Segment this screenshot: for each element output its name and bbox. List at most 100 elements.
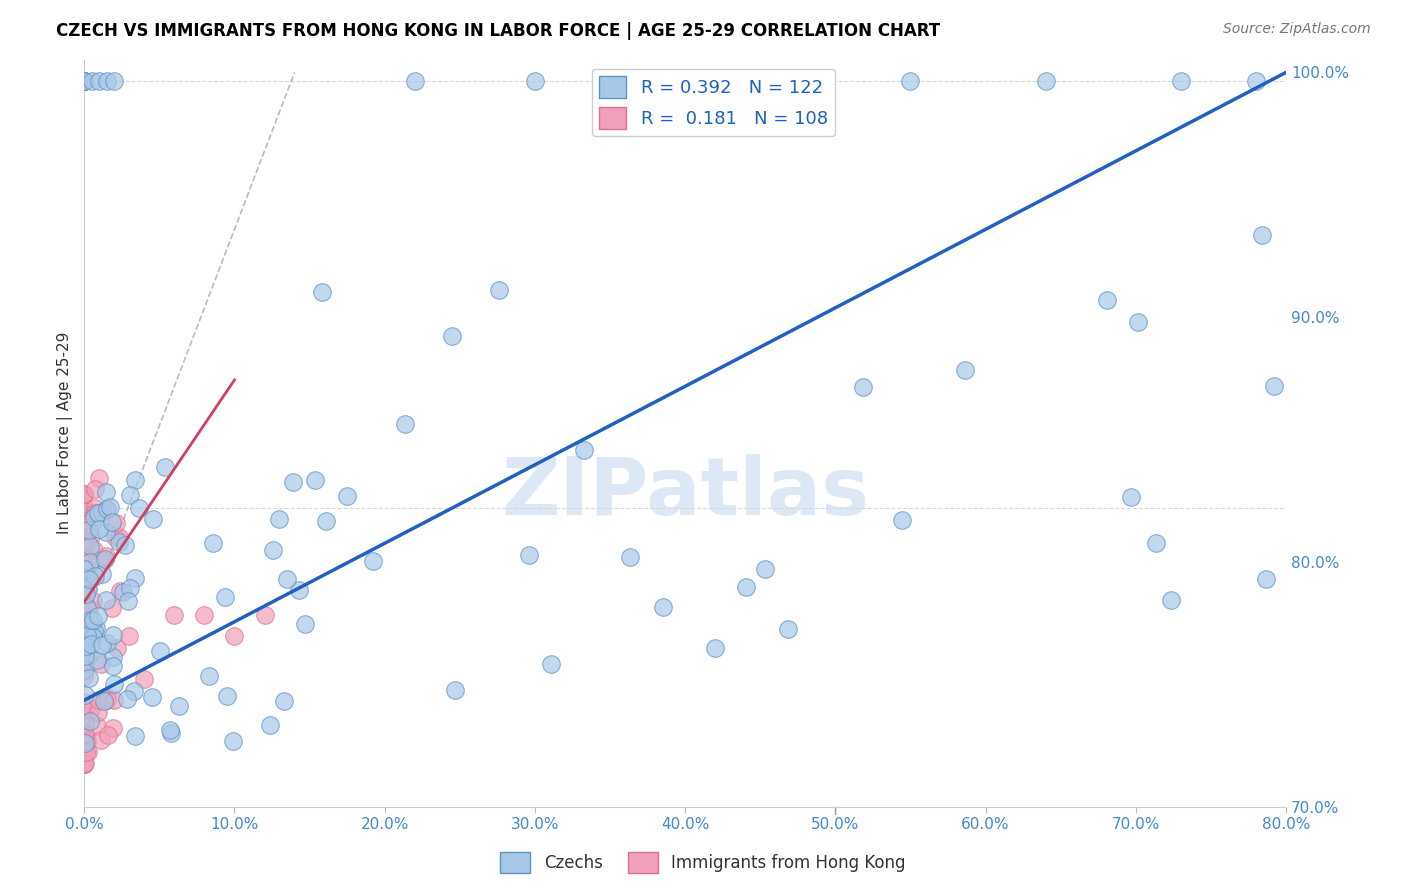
Point bbox=[142, 511, 165, 525]
Point bbox=[83, 569, 105, 583]
Point bbox=[94, 484, 117, 499]
Point bbox=[100, 601, 122, 615]
Point bbox=[304, 473, 326, 487]
Point bbox=[77, 573, 100, 587]
Point bbox=[73, 655, 96, 669]
Point bbox=[73, 509, 96, 524]
Point bbox=[1128, 315, 1150, 329]
Point bbox=[1263, 378, 1285, 392]
Point bbox=[76, 534, 98, 549]
Point bbox=[87, 693, 110, 707]
Point bbox=[73, 619, 96, 633]
Point bbox=[1097, 293, 1119, 307]
Point bbox=[215, 690, 238, 704]
Point bbox=[124, 730, 146, 744]
Point bbox=[79, 555, 101, 569]
Point bbox=[1170, 74, 1192, 88]
Point bbox=[1035, 74, 1057, 88]
Point bbox=[128, 501, 150, 516]
Point bbox=[73, 637, 96, 651]
Point bbox=[115, 691, 138, 706]
Point bbox=[73, 500, 96, 515]
Point bbox=[75, 756, 97, 770]
Point bbox=[267, 511, 290, 525]
Point bbox=[73, 546, 96, 560]
Point bbox=[77, 523, 100, 537]
Point bbox=[163, 607, 186, 622]
Point bbox=[198, 669, 221, 683]
Point bbox=[644, 74, 666, 88]
Point bbox=[82, 593, 104, 607]
Point bbox=[83, 507, 105, 521]
Point bbox=[87, 609, 110, 624]
Point bbox=[73, 74, 96, 88]
Point bbox=[73, 720, 96, 734]
Point bbox=[311, 285, 333, 299]
Point bbox=[73, 744, 96, 758]
Point bbox=[222, 733, 245, 747]
Point bbox=[107, 534, 129, 549]
Point bbox=[488, 283, 510, 297]
Point bbox=[84, 482, 107, 496]
Point bbox=[77, 601, 100, 615]
Point bbox=[103, 722, 125, 736]
Point bbox=[73, 574, 96, 589]
Point bbox=[73, 645, 96, 659]
Point bbox=[114, 539, 136, 553]
Point bbox=[73, 562, 96, 576]
Point bbox=[294, 617, 316, 632]
Point bbox=[94, 503, 117, 517]
Point bbox=[103, 74, 125, 88]
Point bbox=[108, 584, 131, 599]
Point bbox=[73, 608, 96, 623]
Point bbox=[86, 719, 108, 733]
Point bbox=[75, 727, 97, 741]
Point bbox=[404, 74, 426, 88]
Point bbox=[79, 714, 101, 729]
Point bbox=[73, 74, 96, 88]
Point bbox=[73, 74, 96, 88]
Point bbox=[86, 506, 108, 520]
Point bbox=[73, 662, 96, 676]
Point bbox=[90, 657, 112, 672]
Point bbox=[159, 723, 181, 738]
Point bbox=[619, 550, 641, 565]
Point bbox=[73, 696, 96, 710]
Point bbox=[91, 566, 114, 581]
Point bbox=[73, 561, 96, 575]
Point bbox=[1144, 535, 1167, 549]
Point bbox=[96, 74, 118, 88]
Point bbox=[75, 619, 97, 633]
Point bbox=[73, 649, 96, 664]
Point bbox=[519, 548, 541, 562]
Point bbox=[77, 648, 100, 663]
Point bbox=[84, 621, 107, 635]
Legend: R = 0.392   N = 122, R =  0.181   N = 108: R = 0.392 N = 122, R = 0.181 N = 108 bbox=[592, 69, 835, 136]
Point bbox=[149, 644, 172, 658]
Point bbox=[73, 585, 96, 599]
Point bbox=[73, 526, 96, 541]
Point bbox=[523, 74, 546, 88]
Point bbox=[73, 74, 96, 88]
Point bbox=[572, 443, 595, 458]
Point bbox=[900, 74, 922, 88]
Point bbox=[77, 582, 100, 596]
Point bbox=[73, 488, 96, 502]
Point bbox=[118, 582, 141, 596]
Point bbox=[73, 688, 96, 702]
Point bbox=[276, 572, 298, 586]
Point bbox=[73, 656, 96, 670]
Point bbox=[75, 514, 97, 528]
Point bbox=[444, 683, 467, 698]
Point bbox=[73, 757, 96, 772]
Point bbox=[90, 733, 112, 747]
Legend: Czechs, Immigrants from Hong Kong: Czechs, Immigrants from Hong Kong bbox=[494, 846, 912, 880]
Point bbox=[73, 487, 96, 501]
Y-axis label: In Labor Force | Age 25-29: In Labor Force | Age 25-29 bbox=[58, 332, 73, 534]
Point bbox=[103, 693, 125, 707]
Point bbox=[441, 329, 464, 343]
Point bbox=[93, 693, 115, 707]
Point bbox=[91, 553, 114, 567]
Point bbox=[79, 539, 101, 553]
Point bbox=[193, 607, 215, 622]
